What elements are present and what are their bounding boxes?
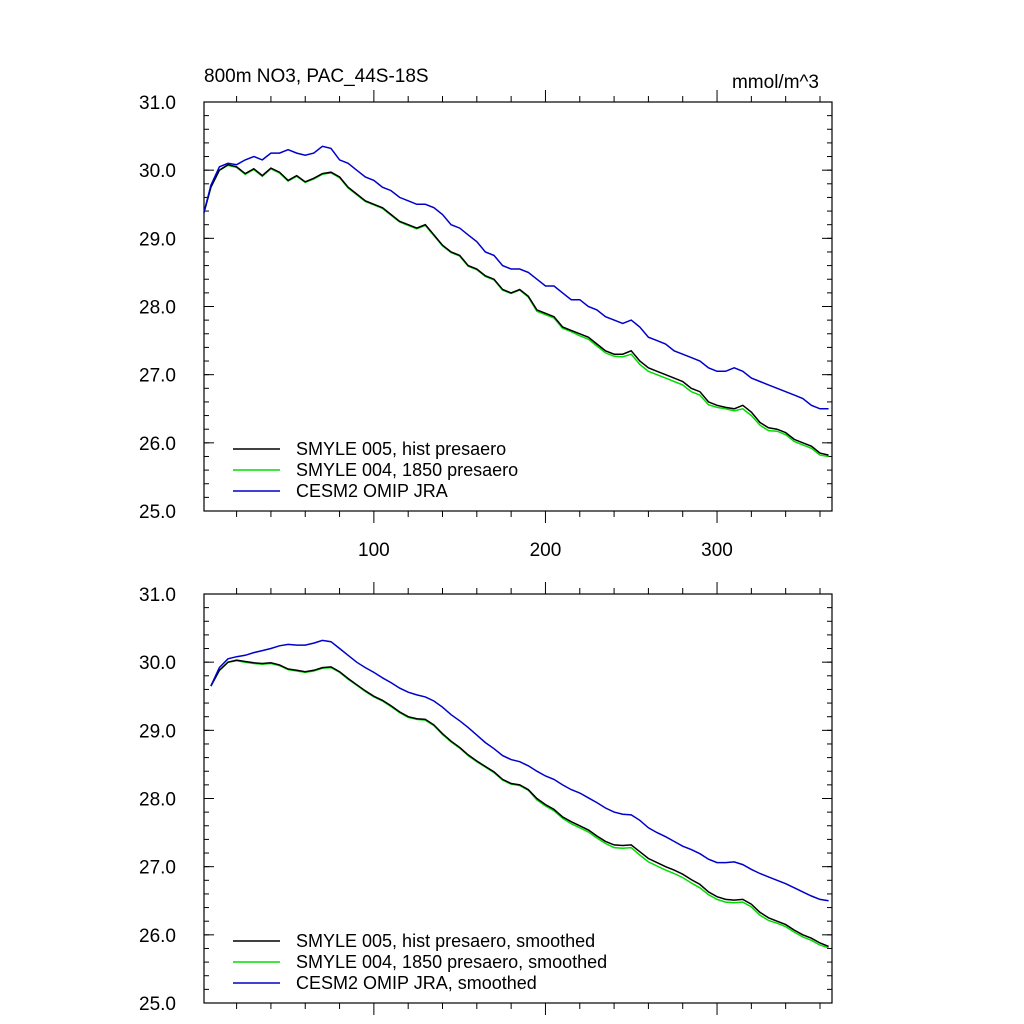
- series-line: [203, 145, 829, 410]
- x-tick-label: 200: [530, 540, 562, 561]
- legend-label: SMYLE 004, 1850 presaero: [296, 460, 518, 480]
- x-tick-label: 300: [701, 540, 733, 561]
- x-tick-label: 100: [358, 540, 390, 561]
- y-tick-label: 29.0: [139, 721, 176, 742]
- chart-title: 800m NO3, PAC_44S-18S: [204, 66, 429, 87]
- y-tick-label: 27.0: [139, 366, 176, 387]
- y-tick-label: 27.0: [139, 858, 176, 879]
- y-tick-label: 28.0: [139, 298, 176, 319]
- y-tick-label: 26.0: [139, 926, 176, 947]
- top-panel: 25.0 26.0 27.0 28.0 29.0 30.0 31.0 100 200 300 SMY…: [139, 90, 833, 561]
- y-tick-label: 25.0: [139, 994, 176, 1015]
- y-tick-label: 30.0: [139, 161, 176, 182]
- y-tick-label: 25.0: [139, 502, 176, 523]
- series-line: [210, 659, 829, 948]
- legend-label: SMYLE 004, 1850 presaero, smoothed: [296, 952, 607, 972]
- legend-label: CESM2 OMIP JRA, smoothed: [296, 973, 537, 993]
- legend-label: SMYLE 005, hist presaero, smoothed: [296, 931, 595, 951]
- series-line: [203, 164, 829, 458]
- y-tick-label: 29.0: [139, 229, 176, 250]
- y-tick-label: 30.0: [139, 653, 176, 674]
- legend-label: SMYLE 005, hist presaero: [296, 439, 506, 459]
- y-tick-label: 26.0: [139, 434, 176, 455]
- legend-label: CESM2 OMIP JRA: [296, 481, 448, 501]
- bottom-panel: 25.0 26.0 27.0 28.0 29.0 30.0 31.0 SMYLE 005, h…: [139, 582, 833, 1015]
- series-line: [210, 639, 829, 902]
- units-label: mmol/m^3: [732, 72, 819, 93]
- y-tick-label: 31.0: [139, 585, 176, 606]
- y-tick-label: 31.0: [139, 93, 176, 114]
- series-line: [210, 660, 829, 949]
- y-tick-label: 28.0: [139, 790, 176, 811]
- series-line: [203, 163, 829, 456]
